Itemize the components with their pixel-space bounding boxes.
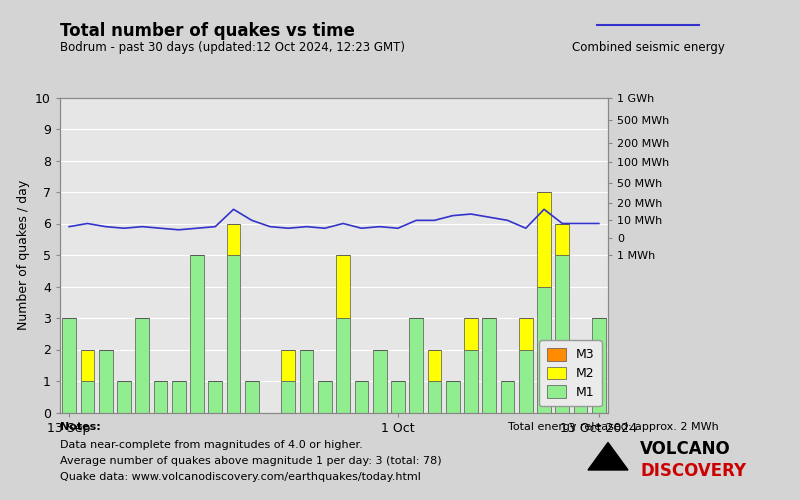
Bar [81, 381, 94, 412]
Bar [555, 255, 569, 412]
Bar [172, 381, 186, 412]
Bar [300, 350, 314, 412]
Bar [519, 350, 533, 412]
Bar [519, 318, 533, 350]
Bar [410, 318, 423, 412]
Bar [555, 224, 569, 255]
Bar [428, 381, 442, 412]
Bar [282, 381, 295, 412]
Text: Average number of quakes above magnitude 1 per day: 3 (total: 78): Average number of quakes above magnitude… [60, 456, 442, 466]
Bar [538, 192, 551, 286]
Text: Data near-complete from magnitudes of 4.0 or higher.: Data near-complete from magnitudes of 4.… [60, 440, 362, 450]
Bar [464, 318, 478, 350]
Bar [592, 318, 606, 412]
Bar [373, 350, 386, 412]
Bar [209, 381, 222, 412]
Text: DISCOVERY: DISCOVERY [640, 462, 746, 480]
Bar [117, 381, 130, 412]
Bar [282, 350, 295, 381]
Bar [190, 255, 204, 412]
Text: Notes:: Notes: [60, 422, 101, 432]
Bar [81, 350, 94, 381]
Bar [226, 224, 240, 255]
Bar [154, 381, 167, 412]
Bar [245, 381, 258, 412]
Bar [482, 318, 496, 412]
Bar [99, 350, 113, 412]
Bar [336, 255, 350, 318]
Bar [391, 381, 405, 412]
Bar [446, 381, 459, 412]
Bar [464, 350, 478, 412]
Bar [62, 318, 76, 412]
Legend: M3, M2, M1: M3, M2, M1 [539, 340, 602, 406]
Bar [501, 381, 514, 412]
Bar [538, 286, 551, 412]
Y-axis label: Number of quakes / day: Number of quakes / day [17, 180, 30, 330]
Text: Total number of quakes vs time: Total number of quakes vs time [60, 22, 355, 40]
Text: Quake data: www.volcanodiscovery.com/earthquakes/today.html: Quake data: www.volcanodiscovery.com/ear… [60, 472, 421, 482]
Bar [135, 318, 149, 412]
Bar [226, 255, 240, 412]
Bar [318, 381, 332, 412]
Bar [336, 318, 350, 412]
Text: Total energy released: approx. 2 MWh: Total energy released: approx. 2 MWh [508, 422, 718, 432]
Text: Combined seismic energy: Combined seismic energy [571, 41, 725, 54]
Text: Bodrum - past 30 days (updated:12 Oct 2024, 12:23 GMT): Bodrum - past 30 days (updated:12 Oct 20… [60, 41, 405, 54]
Text: VOLCANO: VOLCANO [640, 440, 730, 458]
Bar [574, 350, 587, 412]
Bar [428, 350, 442, 381]
Bar [354, 381, 368, 412]
